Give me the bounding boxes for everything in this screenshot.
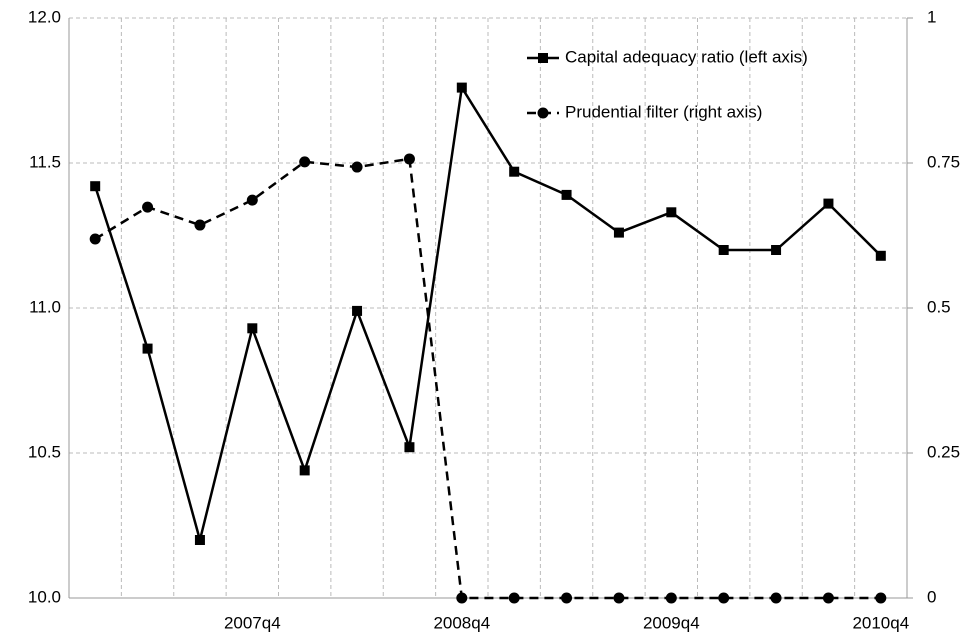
legend-label: Prudential filter (right axis) (565, 102, 762, 121)
series-line (93, 84, 882, 545)
point (299, 465, 310, 476)
point (246, 194, 258, 206)
point (561, 592, 573, 604)
point (194, 219, 206, 231)
point (875, 250, 886, 261)
x-tick-label: 2008q4 (433, 613, 490, 632)
point (665, 592, 677, 604)
series-line (94, 157, 881, 600)
point (718, 592, 730, 604)
x-tick-label: 2010q4 (852, 613, 909, 632)
y2-tick-label: 0.75 (927, 152, 960, 171)
point (403, 153, 415, 165)
y2-tick-label: 1 (927, 7, 936, 26)
point (142, 343, 153, 354)
point (456, 592, 468, 604)
point (771, 245, 782, 255)
point (404, 442, 415, 453)
point (718, 245, 729, 255)
point (89, 233, 101, 245)
legend-label: Capital adequacy ratio (left axis) (565, 47, 808, 66)
point (247, 323, 258, 334)
point (666, 207, 677, 218)
y2-tick-label: 0.25 (927, 442, 960, 461)
point (142, 201, 154, 213)
point (770, 592, 782, 604)
x-tick-label: 2007q4 (224, 613, 281, 632)
y2-tick-label: 0 (927, 587, 936, 606)
point (509, 166, 520, 177)
y-tick-label: 12.0 (28, 7, 61, 26)
y-tick-label: 11.5 (29, 152, 61, 171)
x-tick-label: 2009q4 (643, 613, 700, 632)
point (352, 305, 363, 316)
point (508, 592, 520, 604)
point (90, 181, 101, 192)
point (351, 161, 363, 173)
point (875, 592, 887, 604)
point (194, 535, 205, 545)
point (613, 227, 624, 238)
y-tick-label: 10.0 (28, 587, 61, 606)
point (456, 82, 467, 93)
point (822, 592, 834, 604)
point (561, 189, 572, 200)
y-tick-label: 10.5 (28, 442, 61, 461)
y2-tick-label: 0.5 (927, 297, 951, 316)
legend-marker (537, 107, 549, 119)
point (299, 156, 311, 168)
y-tick-label: 11.0 (29, 297, 61, 316)
point (613, 592, 625, 604)
legend-marker (538, 53, 548, 63)
point (823, 198, 834, 209)
